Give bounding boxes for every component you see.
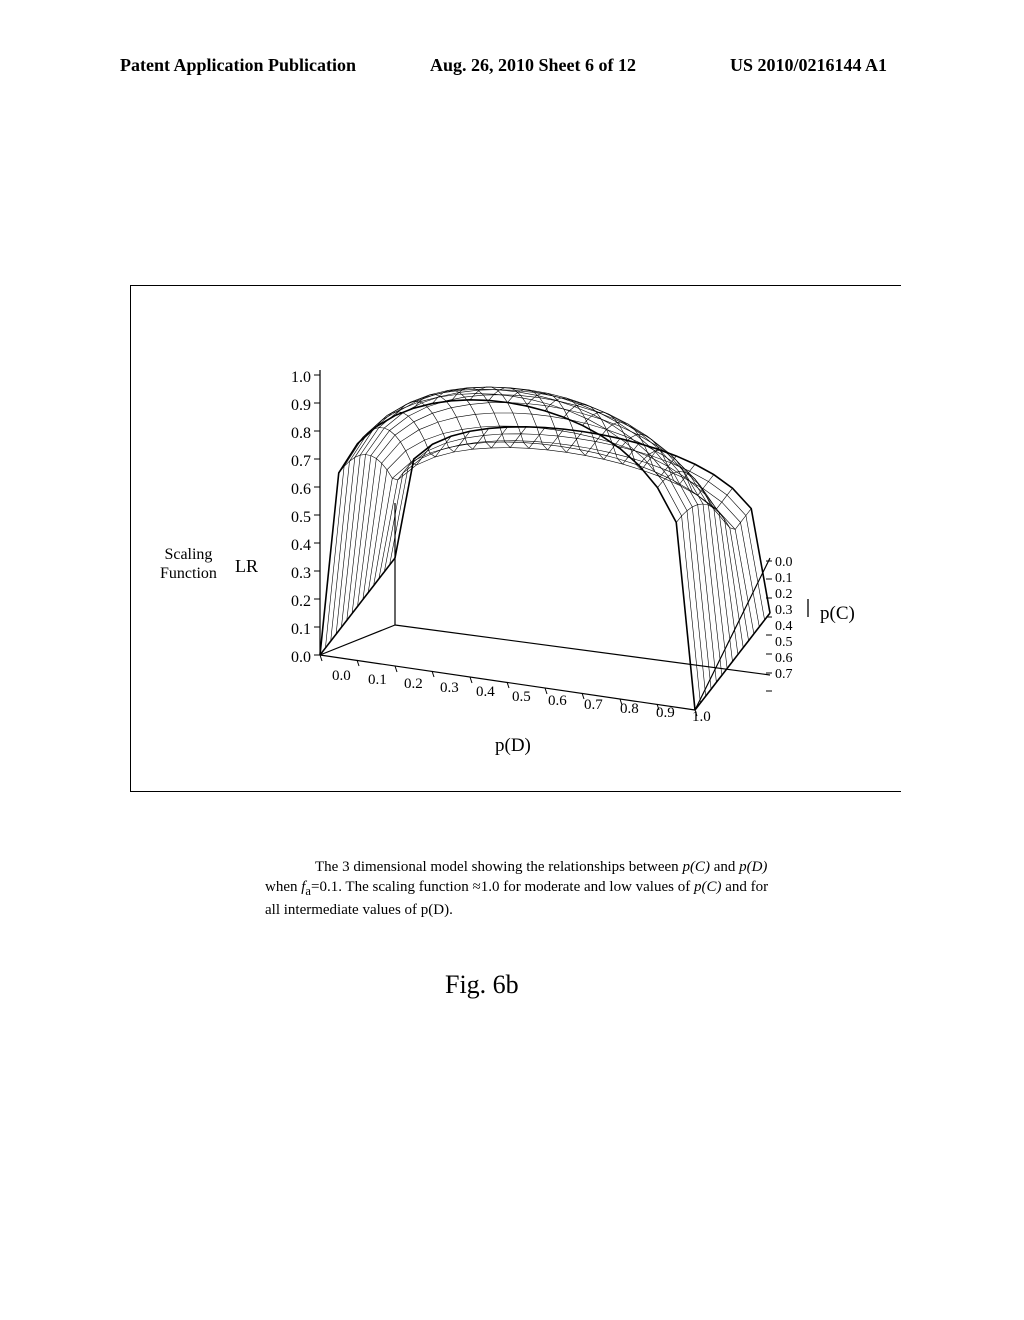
caption-pd: p(D) (739, 859, 767, 875)
z-title-line1: Scaling (164, 546, 212, 563)
caption-fa-rest: =0.1. The scaling function ≈1.0 for mode… (311, 879, 694, 895)
header-center: Aug. 26, 2010 Sheet 6 of 12 (430, 55, 636, 76)
figure-caption: The 3 dimensional model showing the rela… (265, 857, 825, 920)
caption-pc2: p(C) (694, 879, 722, 895)
lr-label: LR (235, 556, 258, 577)
z-title-line2: Function (160, 565, 217, 582)
figure-number: Fig. 6b (445, 970, 519, 1000)
header-left: Patent Application Publication (120, 55, 356, 76)
caption-l2end: and for (721, 879, 768, 895)
caption-pc: p(C) (682, 859, 710, 875)
z-axis-title: Scaling Function (160, 545, 217, 583)
caption-line3: all intermediate values of p(D). (265, 902, 453, 918)
surface-plot (300, 345, 860, 765)
caption-and: and (710, 859, 739, 875)
header-right: US 2010/0216144 A1 (730, 55, 887, 76)
caption-when: when (265, 879, 301, 895)
caption-line1: The 3 dimensional model showing the rela… (315, 859, 682, 875)
